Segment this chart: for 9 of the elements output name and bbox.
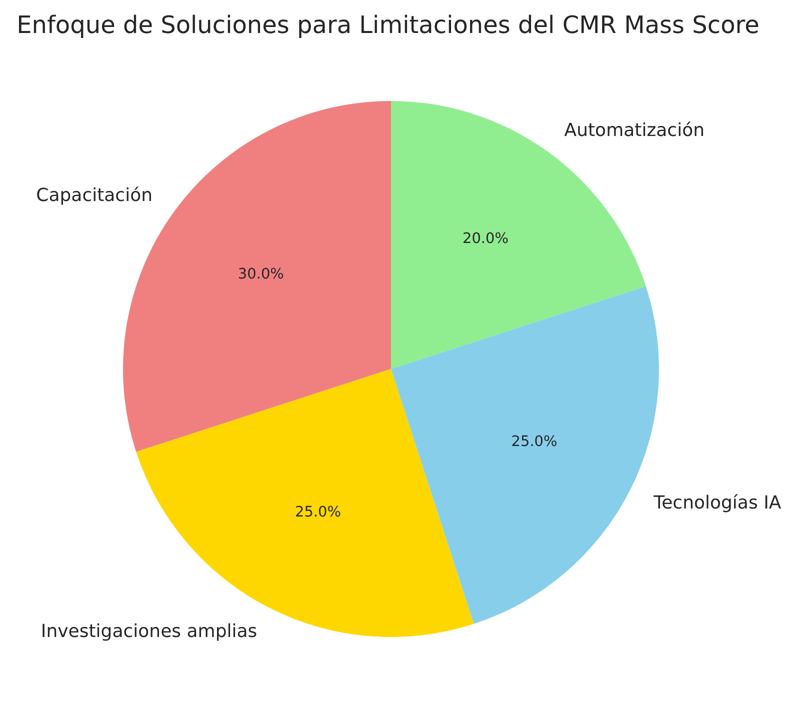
data-label: 25.0%	[294, 504, 342, 520]
slice-label: Tecnologías IA	[652, 492, 782, 514]
slice-label: Investigaciones amplias	[40, 621, 258, 642]
data-label: 25.0%	[511, 434, 558, 450]
chart-title: Enfoque de Soluciones para Limitaciones del CMR Mass Score	[16, 11, 760, 39]
slice-label: Automatización	[564, 120, 704, 141]
data-label: 20.0%	[462, 230, 509, 247]
slice-label: Capacitación	[36, 185, 152, 206]
data-label: 30.0%	[238, 266, 284, 282]
